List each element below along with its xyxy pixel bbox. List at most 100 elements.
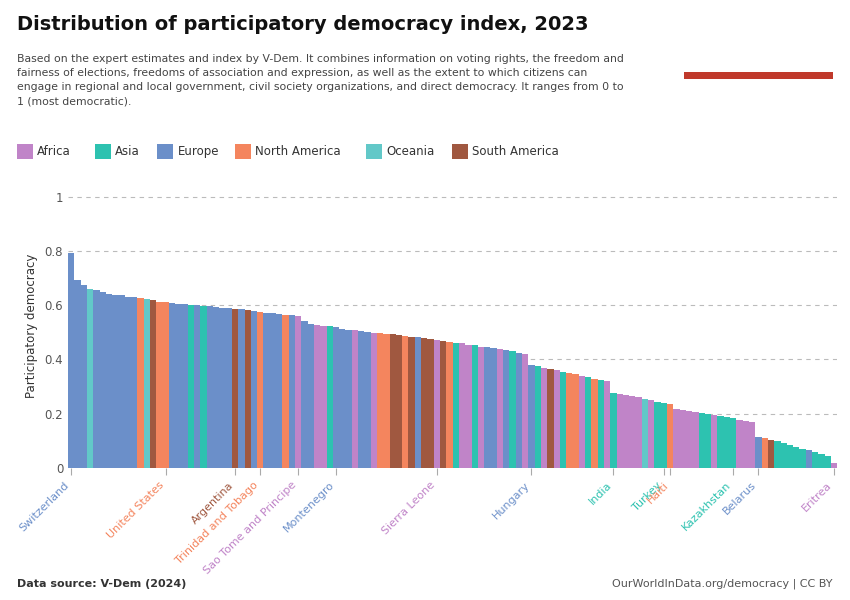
Text: Africa: Africa: [37, 145, 71, 158]
Bar: [572, 374, 579, 468]
Text: Distribution of participatory democracy index, 2023: Distribution of participatory democracy …: [17, 15, 588, 34]
Bar: [756, 437, 762, 468]
Bar: [358, 331, 365, 468]
Bar: [660, 403, 667, 468]
Text: Our World: Our World: [723, 22, 794, 35]
Bar: [780, 443, 787, 468]
Bar: [138, 298, 144, 468]
Bar: [94, 290, 99, 468]
FancyBboxPatch shape: [235, 144, 251, 159]
Bar: [749, 422, 756, 468]
Bar: [415, 337, 421, 468]
Bar: [692, 412, 699, 468]
Bar: [636, 397, 642, 468]
Bar: [787, 445, 793, 468]
Bar: [654, 401, 660, 468]
Bar: [440, 341, 446, 468]
Bar: [579, 376, 585, 468]
Bar: [68, 253, 74, 468]
Bar: [150, 300, 156, 468]
Bar: [623, 395, 629, 468]
Bar: [377, 333, 383, 468]
Text: Data source: V-Dem (2024): Data source: V-Dem (2024): [17, 579, 186, 589]
Bar: [74, 280, 81, 468]
Bar: [194, 305, 201, 468]
Y-axis label: Participatory democracy: Participatory democracy: [25, 253, 37, 398]
Bar: [472, 346, 478, 468]
FancyBboxPatch shape: [157, 144, 173, 159]
Bar: [743, 421, 749, 468]
Bar: [131, 297, 138, 468]
Bar: [547, 369, 553, 468]
Text: OurWorldInData.org/democracy | CC BY: OurWorldInData.org/democracy | CC BY: [613, 578, 833, 589]
Bar: [421, 338, 428, 468]
Bar: [699, 413, 705, 468]
Bar: [686, 411, 692, 468]
Bar: [648, 400, 654, 468]
Bar: [251, 311, 258, 468]
Bar: [345, 329, 352, 468]
Bar: [232, 308, 238, 468]
Bar: [99, 292, 106, 468]
Bar: [522, 354, 529, 468]
Bar: [452, 343, 459, 468]
Bar: [314, 325, 320, 468]
Bar: [774, 442, 780, 468]
FancyBboxPatch shape: [17, 144, 33, 159]
FancyBboxPatch shape: [366, 144, 383, 159]
Bar: [762, 438, 768, 468]
Bar: [238, 310, 245, 468]
Bar: [604, 381, 610, 468]
Bar: [812, 452, 819, 468]
Bar: [736, 419, 743, 468]
Bar: [667, 404, 673, 468]
Bar: [553, 370, 560, 468]
Bar: [326, 326, 333, 468]
Text: South America: South America: [473, 145, 559, 158]
Bar: [308, 324, 314, 468]
Bar: [81, 286, 87, 468]
Bar: [592, 379, 598, 468]
Bar: [182, 304, 188, 468]
Bar: [144, 299, 150, 468]
Bar: [793, 447, 799, 468]
Bar: [465, 344, 472, 468]
Bar: [680, 410, 686, 468]
Bar: [162, 302, 169, 468]
Text: Oceania: Oceania: [387, 145, 435, 158]
Bar: [535, 366, 541, 468]
Bar: [201, 305, 207, 468]
Text: Europe: Europe: [178, 145, 219, 158]
Bar: [213, 307, 219, 468]
Bar: [118, 295, 125, 468]
Bar: [806, 451, 812, 468]
Bar: [496, 349, 503, 468]
Bar: [723, 417, 730, 468]
FancyBboxPatch shape: [95, 144, 110, 159]
Bar: [490, 348, 496, 468]
Bar: [831, 463, 837, 468]
Bar: [365, 332, 371, 468]
Bar: [541, 368, 547, 468]
Bar: [289, 315, 295, 468]
Bar: [730, 418, 736, 468]
Bar: [819, 454, 824, 468]
Bar: [276, 314, 282, 468]
Text: Asia: Asia: [116, 145, 140, 158]
Bar: [333, 327, 339, 468]
Bar: [566, 373, 572, 468]
Bar: [396, 335, 402, 468]
Bar: [768, 439, 774, 468]
Bar: [295, 316, 301, 468]
Bar: [434, 340, 440, 468]
Bar: [320, 325, 326, 468]
Bar: [383, 334, 389, 468]
Bar: [616, 394, 623, 468]
Bar: [207, 306, 213, 468]
Bar: [799, 449, 806, 468]
Bar: [428, 339, 434, 468]
Bar: [301, 321, 308, 468]
Bar: [188, 305, 194, 468]
Bar: [560, 371, 566, 468]
Bar: [585, 377, 592, 468]
